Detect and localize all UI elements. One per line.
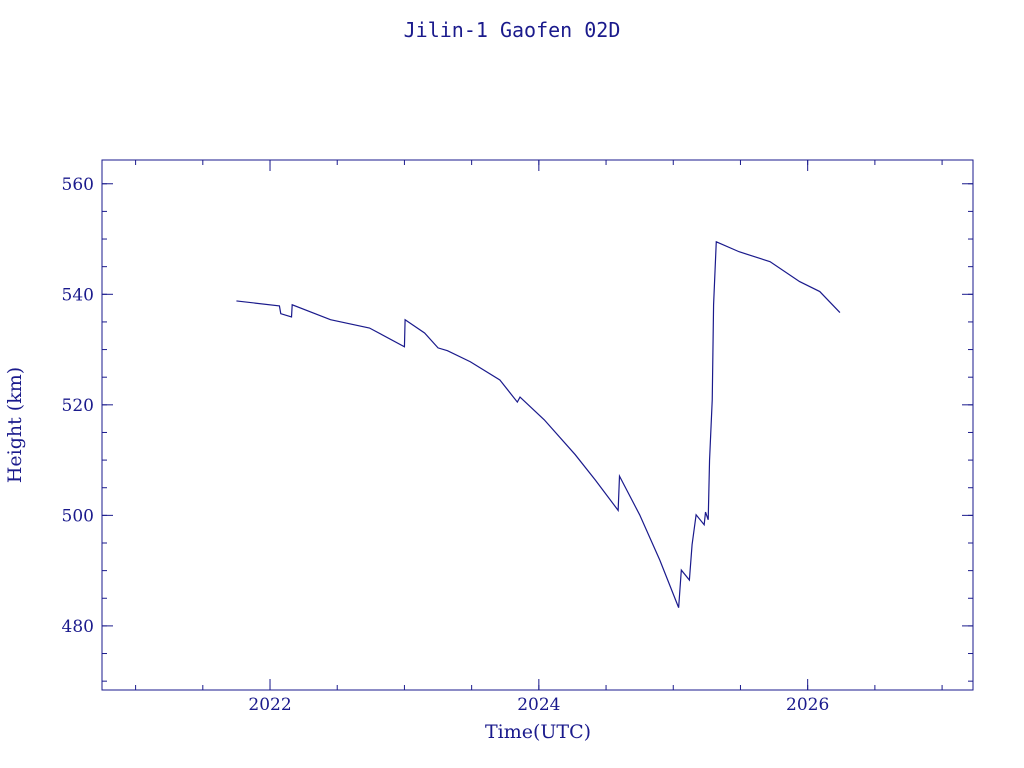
y-tick-label: 480 (62, 617, 94, 637)
y-tick-label: 560 (62, 175, 94, 195)
y-tick-label: 520 (62, 396, 94, 416)
data-line (236, 240, 841, 608)
x-tick-label: 2026 (786, 695, 829, 715)
plot-frame (101, 159, 974, 691)
y-tick-label: 500 (62, 506, 94, 526)
x-tick-label: 2024 (517, 695, 560, 715)
y-tick-label: 540 (62, 285, 94, 305)
x-axis-label: Time(UTC) (485, 721, 591, 743)
y-axis-label: Height (km) (4, 367, 26, 483)
x-tick-label: 2022 (248, 695, 291, 715)
chart-title: Jilin-1 Gaofen 02D (404, 18, 621, 42)
